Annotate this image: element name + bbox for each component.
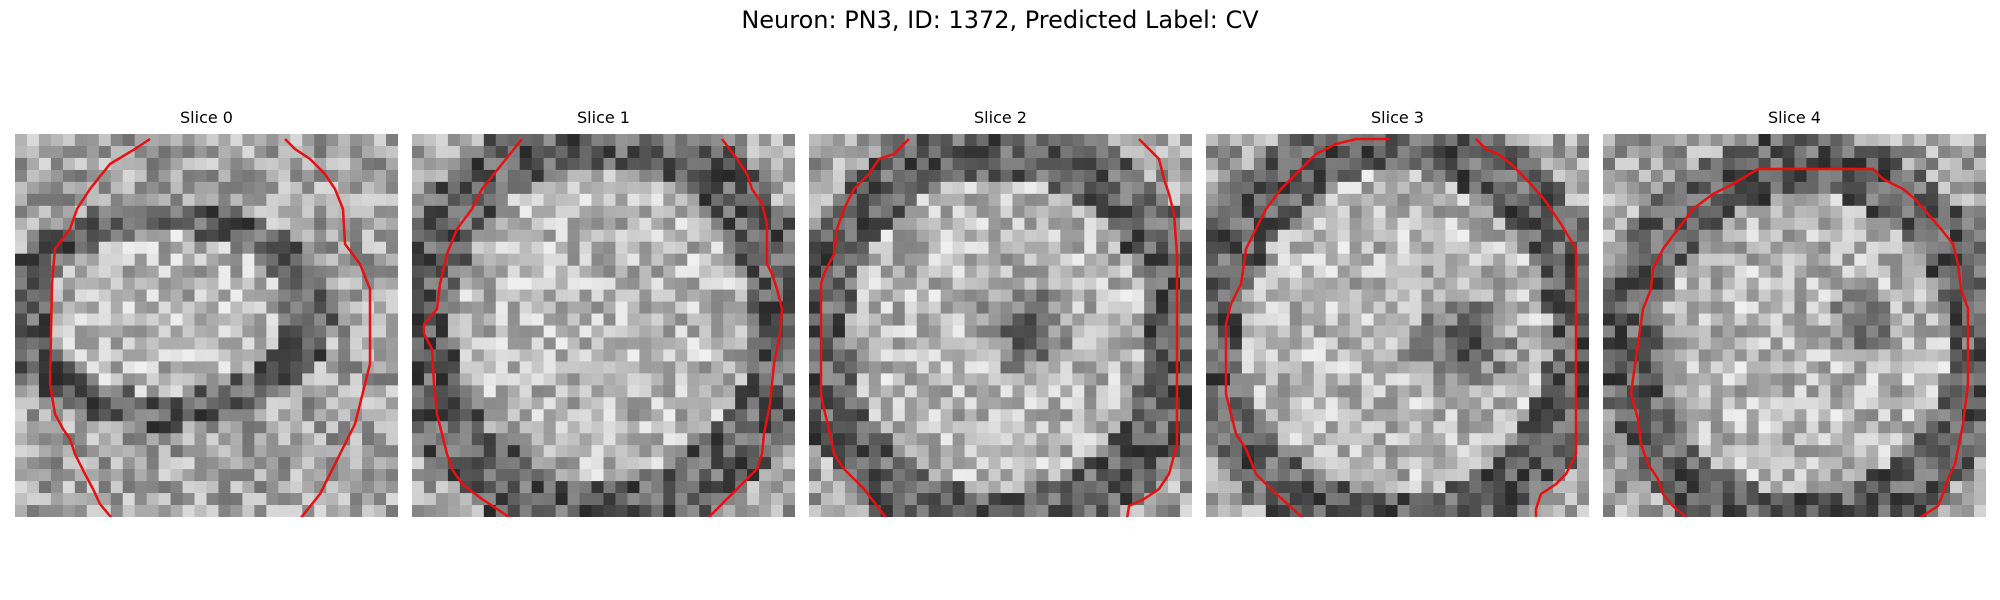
contour-left-2 [819, 138, 910, 517]
contour-right-1 [707, 138, 784, 517]
contour-left-0 [48, 137, 151, 517]
contour-right-4 [1758, 167, 1970, 517]
slice-title-2: Slice 2 [974, 108, 1027, 127]
figure-title: Neuron: PN3, ID: 1372, Predicted Label: … [741, 6, 1259, 34]
contour-left-3 [1224, 137, 1389, 517]
slice-title-0: Slice 0 [180, 108, 233, 127]
slice-title-3: Slice 3 [1371, 108, 1424, 127]
contour-right-3 [1475, 138, 1578, 517]
slice-title-1: Slice 1 [577, 108, 630, 127]
slice-image-4 [1603, 134, 1986, 517]
slice-image-2 [809, 134, 1192, 517]
contour-right-2 [1126, 138, 1179, 517]
slice-image-0 [15, 134, 398, 517]
slice-image-1 [412, 134, 795, 517]
contour-left-4 [1629, 167, 1759, 517]
contour-left-1 [422, 138, 523, 517]
slice-image-3 [1206, 134, 1589, 517]
slice-title-4: Slice 4 [1768, 108, 1821, 127]
contour-right-0 [284, 138, 372, 517]
